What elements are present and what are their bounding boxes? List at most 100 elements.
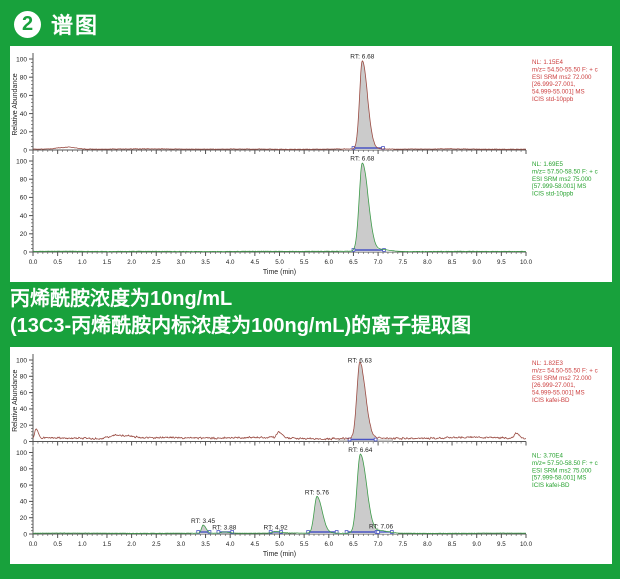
x-tick-label: 9.0 (472, 541, 481, 548)
scan-annotation-line: m/z= 54.50-55.50 F: + c (532, 367, 598, 374)
scan-annotation-line: m/z= 57.50-58.50 F: + c (532, 460, 598, 467)
y-tick-label: 0 (23, 147, 27, 154)
y-tick-label: 40 (20, 406, 28, 413)
scan-annotation-line: ICIS std-10ppb (532, 191, 574, 198)
x-tick-label: 3.5 (201, 541, 210, 548)
x-tick-label: 0.5 (53, 541, 62, 548)
integration-endpoint-marker (376, 530, 380, 534)
caption-line-1: 丙烯酰胺浓度为10ng/mL (10, 288, 233, 310)
x-tick-label: 0.0 (29, 541, 38, 548)
y-tick-label: 20 (20, 515, 28, 522)
scan-annotation-line: ESI SRM ms2 75.000 (532, 467, 592, 474)
x-tick-label: 10.0 (520, 541, 533, 548)
x-tick-label: 2.0 (127, 541, 136, 548)
integration-endpoint-marker (351, 146, 356, 150)
x-tick-label: 8.0 (423, 259, 432, 266)
x-tick-label: 7.5 (398, 541, 407, 548)
scan-annotation-line: NL: 3.70E4 (532, 453, 564, 460)
scan-annotation-line: [57.999-58.001] MS (532, 183, 586, 190)
chromatogram-trace-line (32, 453, 527, 534)
x-tick-label: 7.0 (374, 259, 383, 266)
x-tick-label: 7.0 (374, 541, 383, 548)
rt-peak-label: RT: 4.92 (264, 525, 288, 532)
x-tick-label: 6.0 (324, 541, 333, 548)
x-tick-label: 9.5 (497, 259, 506, 266)
y-tick-label: 60 (20, 195, 28, 202)
y-tick-label: 80 (20, 75, 28, 82)
scan-annotation-line: ICIS std-10ppb (532, 96, 574, 103)
x-tick-label: 4.5 (251, 541, 260, 548)
y-tick-label: 60 (20, 482, 28, 489)
y-tick-label: 60 (20, 93, 28, 100)
rt-peak-label: RT: 7.06 (369, 524, 393, 531)
y-tick-label: 20 (20, 231, 28, 238)
number-2-badge-icon: 2 (14, 10, 41, 38)
y-tick-label: 80 (20, 466, 28, 473)
scan-annotation-line: [57.999-58.001] MS (532, 475, 586, 482)
rt-peak-label: RT: 6.68 (350, 156, 374, 163)
trace-group: 0 20 40 60 80 100 0.0 0.5 1.0 1.5 2.0 2.5 3.0 3.5 4.0 4… (16, 446, 598, 558)
x-tick-label: 3.5 (201, 259, 210, 266)
x-tick-label: 1.5 (103, 259, 112, 266)
scan-annotation-line: NL: 1.15E4 (532, 59, 564, 66)
x-tick-label: 3.0 (177, 259, 186, 266)
integrated-peak-fill (296, 496, 348, 534)
y-tick-label: 40 (20, 111, 28, 118)
x-tick-label: 8.0 (423, 541, 432, 548)
y-tick-label: 100 (16, 158, 27, 165)
x-tick-label: 0.0 (29, 259, 38, 266)
trace-group: 0 20 40 60 80 100 0.0 0.5 1.0 1.5 2.0 2.5 3.0 3.5 4.0 4… (16, 155, 598, 276)
integration-endpoint-marker (230, 530, 234, 534)
integrated-peak-fill (341, 61, 394, 151)
rt-peak-label: RT: 3.88 (212, 525, 236, 532)
figure-caption: 丙烯酰胺浓度为10ng/mL (13C3-丙烯酰胺内标浓度为100ng/mL)的… (10, 286, 471, 340)
section-header: 2 谱图 (14, 8, 99, 40)
x-tick-label: 7.5 (398, 259, 407, 266)
x-tick-label: 5.0 (275, 259, 284, 266)
y-tick-label: 60 (20, 390, 28, 397)
scan-annotation-line: 54.999-55.001] MS (532, 390, 585, 397)
rt-peak-label: RT: 6.64 (348, 447, 372, 454)
x-tick-label: 4.0 (226, 259, 235, 266)
x-tick-label: 1.0 (78, 541, 87, 548)
scan-annotation-line: [26.999-27.001, (532, 382, 576, 389)
y-tick-label: 40 (20, 499, 28, 506)
x-tick-label: 6.0 (324, 259, 333, 266)
y-axis-title: Relative Abundance (12, 73, 19, 135)
integrated-peak-fill (338, 163, 398, 252)
chromatogram-trace-line (32, 361, 526, 441)
scan-annotation-line: ESI SRM ms2 75.000 (532, 176, 592, 183)
x-tick-label: 3.0 (177, 541, 186, 548)
chromatogram-panel-sample: 0 20 40 60 80 100 RT: 6.63 NL: 1.82E3 m/z= 54.50… (10, 347, 612, 564)
x-tick-label: 9.0 (472, 259, 481, 266)
y-tick-label: 100 (16, 450, 27, 457)
scan-annotation-line: [26.999-27.001, (532, 81, 576, 88)
x-tick-label: 8.5 (448, 259, 457, 266)
x-tick-label: 2.0 (127, 259, 136, 266)
y-tick-label: 100 (16, 357, 27, 364)
y-tick-label: 20 (20, 129, 28, 136)
x-tick-label: 2.5 (152, 541, 161, 548)
x-tick-label: 5.0 (275, 541, 284, 548)
integration-endpoint-marker (373, 437, 378, 442)
scan-annotation-line: NL: 1.69E5 (532, 161, 564, 168)
section-title: 谱图 (51, 13, 100, 38)
integration-endpoint-marker (207, 530, 212, 534)
x-tick-label: 6.5 (349, 541, 358, 548)
x-tick-label: 5.5 (300, 259, 309, 266)
caption-line-2: (13C3-丙烯酰胺内标浓度为100ng/mL)的离子提取图 (10, 315, 472, 337)
y-tick-label: 0 (23, 531, 27, 538)
chromatogram-trace-line (32, 162, 526, 253)
scan-annotation-line: ESI SRM ms2 72.000 (532, 375, 592, 382)
x-tick-label: 10.0 (520, 259, 533, 266)
badge-number: 2 (21, 12, 34, 35)
x-tick-label: 5.5 (300, 541, 309, 548)
x-tick-label: 4.0 (226, 541, 235, 548)
x-axis-title: Time (min) (263, 269, 296, 276)
integrated-peak-fill (191, 525, 221, 534)
x-tick-label: 1.5 (103, 541, 112, 548)
y-tick-label: 0 (23, 249, 27, 256)
